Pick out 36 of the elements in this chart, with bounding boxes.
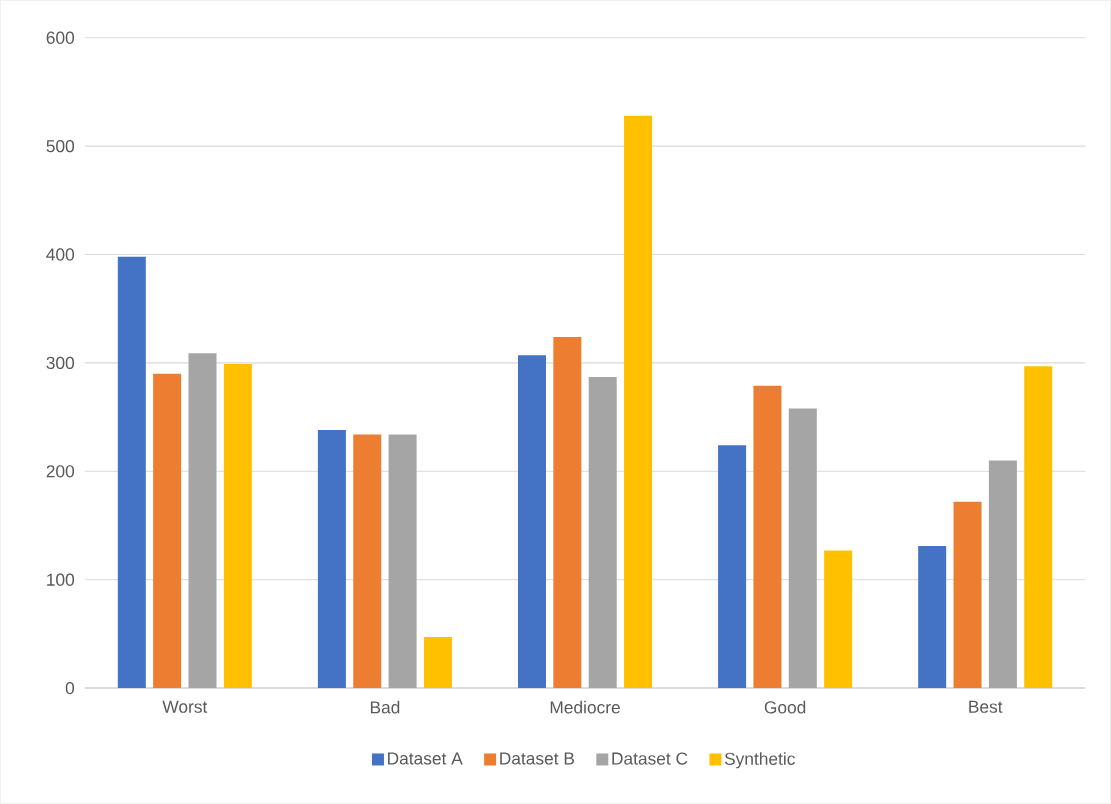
y-tick-label: 600 xyxy=(46,31,75,44)
bar xyxy=(423,637,452,689)
bar xyxy=(1024,366,1053,689)
bar xyxy=(988,460,1017,689)
bar xyxy=(317,430,346,689)
bar xyxy=(588,377,617,689)
x-tick-label: Best xyxy=(969,700,1003,713)
x-tick-label: Worst xyxy=(162,700,208,713)
y-tick-label: 400 xyxy=(46,248,75,261)
bar xyxy=(824,550,853,689)
legend-label: Dataset B xyxy=(500,752,574,765)
bar xyxy=(553,336,582,689)
bar xyxy=(117,256,146,689)
y-tick-label: 500 xyxy=(46,140,75,153)
bar xyxy=(188,353,217,689)
bar xyxy=(953,501,982,689)
y-tick-label: 0 xyxy=(65,681,75,695)
y-tick-label: 200 xyxy=(46,465,75,478)
legend-label: Synthetic xyxy=(724,752,795,769)
y-tick-label: 100 xyxy=(47,573,75,586)
bar xyxy=(624,115,653,689)
y-tick-label: 300 xyxy=(46,356,75,370)
bar xyxy=(753,385,782,689)
legend-label: Dataset A xyxy=(388,752,463,765)
legend-label: Dataset C xyxy=(612,752,688,765)
bar xyxy=(388,434,417,689)
bar xyxy=(223,364,252,689)
bar xyxy=(788,408,817,689)
x-tick-label: Mediocre xyxy=(550,700,620,714)
x-tick-label: Good xyxy=(764,700,806,714)
x-tick-label: Bad xyxy=(370,700,400,714)
bar xyxy=(517,355,546,689)
bar xyxy=(153,373,182,689)
bar xyxy=(918,546,947,689)
bar xyxy=(718,445,747,689)
bar xyxy=(353,434,382,689)
